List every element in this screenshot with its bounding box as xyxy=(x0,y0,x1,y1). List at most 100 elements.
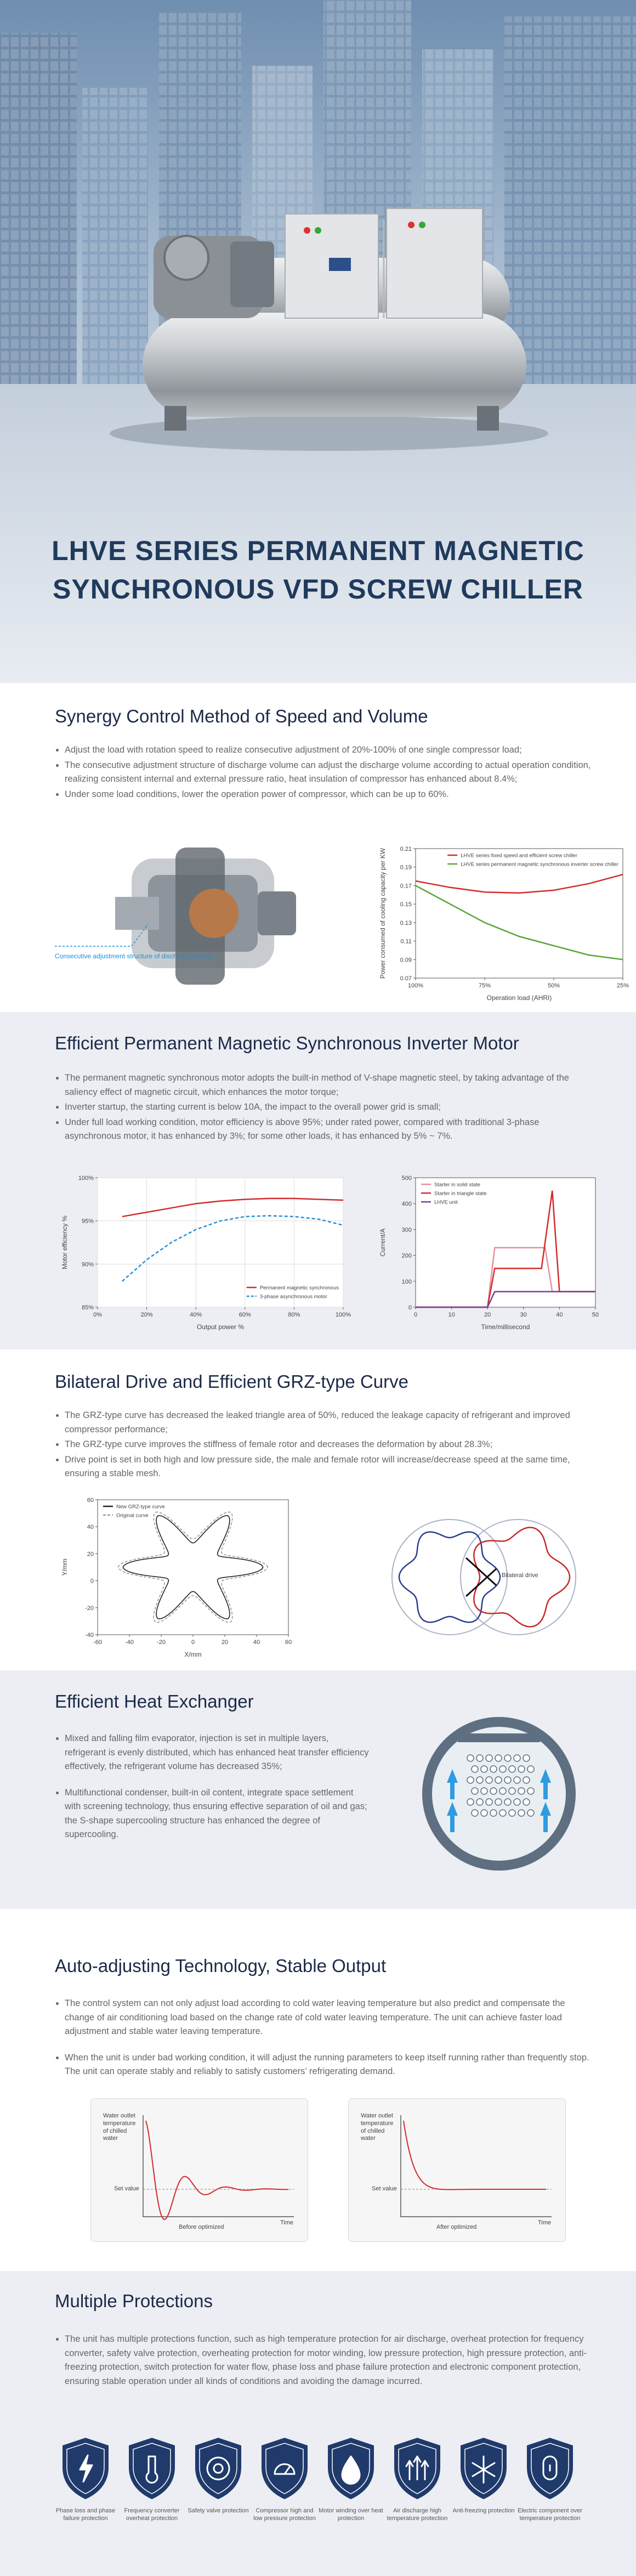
x-tick-label: 20 xyxy=(484,1312,491,1318)
x-tick-label: 100% xyxy=(336,1312,351,1318)
tube xyxy=(490,1809,497,1817)
x-tick-label: 10 xyxy=(448,1312,455,1318)
section-heading: Multiple Protections xyxy=(55,2291,213,2311)
icon-label: Motor winding over heat protection xyxy=(319,2507,383,2522)
tube xyxy=(504,1754,512,1762)
icon-glyph xyxy=(542,2455,558,2481)
x-tick-label: -20 xyxy=(157,1639,166,1646)
tube xyxy=(480,1787,488,1795)
section-heading: Bilateral Drive and Efficient GRZ-type C… xyxy=(55,1371,408,1392)
shield xyxy=(195,2438,241,2499)
bullet: Drive point is set in both high and low … xyxy=(65,1453,591,1481)
y-axis-label: Water outlet temperature of chilled wate… xyxy=(361,2112,394,2142)
section-heading: Efficient Permanent Magnetic Synchronous… xyxy=(55,1033,519,1053)
panel-caption: After optimized xyxy=(436,2224,477,2230)
x-tick-label: 0 xyxy=(414,1312,417,1318)
y-tick-label: 0.13 xyxy=(400,920,412,927)
motor-section: Efficient Permanent Magnetic Synchronous… xyxy=(0,1012,636,1349)
bullet-list: Adjust the load with rotation speed to r… xyxy=(55,743,591,803)
tube xyxy=(485,1798,493,1806)
heat-exchanger-figure xyxy=(422,1717,576,1871)
x-axis-label: Operation load (AHRI) xyxy=(487,994,552,1002)
icon-glyph xyxy=(79,2454,93,2483)
legend-label: 3-phase asynchronous motor xyxy=(260,1294,327,1300)
rotor-profile xyxy=(117,1511,269,1623)
x-tick-label: 75% xyxy=(479,982,491,989)
y-tick-label: 0 xyxy=(408,1304,412,1311)
legend-label: Starter in triangle state xyxy=(434,1191,487,1197)
protection-icon xyxy=(63,2438,109,2499)
x-tick-label: -40 xyxy=(125,1639,134,1646)
y-tick-label: 20 xyxy=(87,1551,94,1557)
x-tick-label: 80% xyxy=(288,1312,300,1318)
tube xyxy=(467,1798,474,1806)
x-tick-label: 25% xyxy=(617,982,629,989)
bullet: The GRZ-type curve has decreased the lea… xyxy=(65,1409,591,1437)
current-chart: 0 100 200 300 400 500 0 10 20 30 40 50 Current/A Time… xyxy=(379,1175,599,1331)
x-axis-label: Time/millisecond xyxy=(481,1323,530,1331)
tube xyxy=(527,1765,535,1773)
shield xyxy=(129,2438,175,2499)
icon-label: Air discharge high temperature protectio… xyxy=(387,2507,448,2522)
bilateral-drive-figure: Bilateral drive xyxy=(391,1519,576,1635)
section-heading: Synergy Control Method of Speed and Volu… xyxy=(55,706,428,726)
x-axis-label: X/mm xyxy=(184,1651,201,1658)
x-tick-label: -60 xyxy=(93,1639,102,1646)
tube xyxy=(476,1754,484,1762)
protection-icon xyxy=(262,2438,308,2499)
icon-glyph xyxy=(405,2455,429,2481)
y-tick-label: 0.17 xyxy=(400,883,412,889)
x-tick-label: 100% xyxy=(408,982,423,989)
rotor-profile xyxy=(122,1515,264,1619)
series-line xyxy=(415,873,623,894)
tube xyxy=(480,1809,488,1817)
y-tick-label: -20 xyxy=(85,1605,94,1612)
tube xyxy=(508,1765,516,1773)
plot-frame xyxy=(415,848,623,979)
shield-inner xyxy=(398,2443,436,2494)
tube xyxy=(527,1809,535,1817)
tube xyxy=(490,1787,497,1795)
icon-glyph xyxy=(206,2456,230,2481)
legend: Permanent magnetic synchronous 3-phase as… xyxy=(246,1285,339,1300)
y-tick-label: 100 xyxy=(402,1279,412,1285)
y-tick-label: 0.21 xyxy=(400,846,412,852)
bullet: Mixed and falling film evaporator, injec… xyxy=(65,1732,372,1774)
legend-label: LHVE unit xyxy=(434,1200,458,1206)
legend-label: New GRZ-type curve xyxy=(116,1504,165,1510)
tube xyxy=(513,1798,521,1806)
tube xyxy=(513,1776,521,1784)
bullet-list: The control system can not only adjust l… xyxy=(55,1997,591,2091)
protection-icon xyxy=(129,2438,175,2499)
icon-label: Anti-freezing protection xyxy=(452,2507,515,2514)
bullet: Inverter startup, the starting current i… xyxy=(65,1100,591,1115)
y-tick-label: 60 xyxy=(87,1497,94,1504)
icon-glyph xyxy=(274,2463,296,2475)
tube xyxy=(523,1798,530,1806)
shield xyxy=(262,2438,308,2499)
x-tick-label: 50% xyxy=(548,982,560,989)
tube xyxy=(527,1787,535,1795)
tube xyxy=(518,1765,525,1773)
tube xyxy=(499,1787,507,1795)
tube xyxy=(476,1798,484,1806)
y-tick-label: -40 xyxy=(85,1632,94,1639)
y-tick-label: 0 xyxy=(90,1578,94,1585)
icon-label: Compressor high and low pressure protect… xyxy=(253,2507,316,2522)
x-axis-label: Output power % xyxy=(197,1323,244,1331)
tube xyxy=(471,1787,479,1795)
shield-inner xyxy=(66,2443,105,2494)
grz-section: Bilateral Drive and Efficient GRZ-type C… xyxy=(0,1349,636,1670)
series-line xyxy=(122,1197,344,1218)
bullet: The GRZ-type curve improves the stiffnes… xyxy=(65,1438,591,1452)
protection-icon xyxy=(195,2438,241,2499)
hero-title-line: LHVE SERIES PERMANENT MAGNETIC xyxy=(52,535,584,566)
tube xyxy=(523,1776,530,1784)
legend-label: LHVE series permanent magnetic synchrono… xyxy=(461,862,618,868)
tube xyxy=(499,1809,507,1817)
tube xyxy=(504,1776,512,1784)
legend-label: Permanent magnetic synchronous xyxy=(260,1285,339,1291)
x-tick-label: 40 xyxy=(253,1639,260,1646)
series-line xyxy=(416,1291,595,1308)
